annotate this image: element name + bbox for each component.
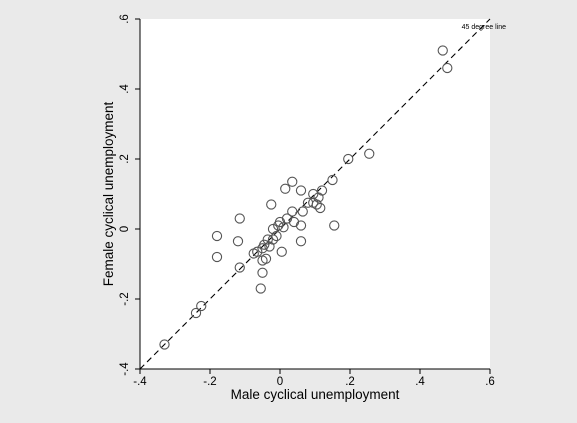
data-point bbox=[313, 192, 324, 203]
data-point bbox=[280, 183, 291, 194]
data-point bbox=[257, 267, 268, 278]
data-point bbox=[343, 153, 354, 165]
x-tick-label: -.2 bbox=[203, 376, 216, 388]
data-point bbox=[295, 185, 307, 196]
data-point bbox=[271, 230, 282, 242]
x-tick-label: -.4 bbox=[133, 376, 147, 388]
data-point bbox=[196, 300, 207, 312]
y-tick-label: .4 bbox=[119, 84, 131, 94]
data-point bbox=[257, 243, 268, 254]
data-point bbox=[159, 339, 170, 350]
data-point bbox=[257, 255, 268, 266]
data-point bbox=[278, 222, 289, 233]
data-point bbox=[329, 220, 340, 231]
data-point bbox=[273, 220, 284, 231]
data-point bbox=[295, 236, 307, 247]
data-point bbox=[442, 62, 453, 74]
reference-line-label: 45 degree line bbox=[462, 24, 506, 31]
data-point bbox=[316, 185, 328, 196]
y-tick-label: -.4 bbox=[119, 362, 131, 376]
data-point bbox=[262, 234, 273, 245]
data-point bbox=[234, 262, 245, 273]
y-tick-label: 0 bbox=[119, 226, 131, 232]
y-tick-label: -.2 bbox=[119, 292, 131, 305]
data-point bbox=[234, 213, 245, 224]
x-tick-label: .2 bbox=[345, 376, 355, 388]
data-point bbox=[255, 283, 266, 294]
data-point bbox=[364, 148, 375, 159]
data-point bbox=[327, 174, 338, 186]
data-point bbox=[302, 197, 314, 208]
x-tick-label: 0 bbox=[277, 376, 283, 388]
y-tick-label: .2 bbox=[119, 154, 131, 164]
y-tick-label: .6 bbox=[119, 14, 131, 24]
data-point bbox=[266, 199, 277, 210]
data-point bbox=[264, 241, 275, 252]
data-point bbox=[287, 206, 298, 217]
data-point bbox=[281, 213, 293, 224]
data-point bbox=[315, 202, 326, 214]
data-point bbox=[248, 248, 259, 259]
x-tick-label: .4 bbox=[415, 376, 425, 388]
y-axis-title: Female cyclical unemployment bbox=[101, 101, 116, 286]
x-axis-title: Male cyclical unemployment bbox=[231, 387, 400, 402]
data-point bbox=[190, 307, 202, 319]
data-point bbox=[211, 230, 223, 242]
data-point bbox=[267, 234, 279, 245]
data-point bbox=[297, 206, 308, 217]
data-point bbox=[267, 223, 279, 235]
data-point bbox=[232, 236, 244, 247]
data-point bbox=[287, 176, 298, 187]
data-point bbox=[437, 45, 448, 56]
reference-line-45-degree bbox=[139, 18, 491, 370]
data-point bbox=[211, 251, 223, 263]
data-point bbox=[276, 246, 287, 257]
data-point bbox=[288, 216, 300, 228]
x-tick-label: .6 bbox=[485, 376, 495, 388]
data-point bbox=[308, 188, 319, 200]
data-point bbox=[295, 220, 307, 231]
